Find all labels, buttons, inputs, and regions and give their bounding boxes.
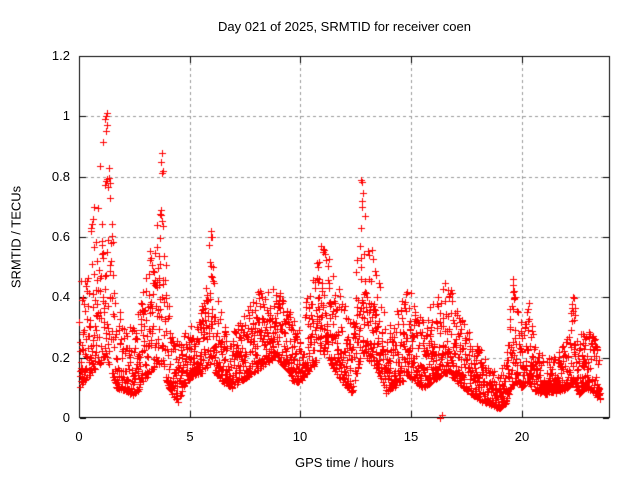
y-tick-label: 0.6 [51, 229, 70, 244]
x-tick-label: 10 [292, 429, 308, 444]
y-tick-label: 0.2 [51, 350, 70, 365]
y-tick-label: 0.8 [51, 169, 70, 184]
y-tick-label: 0 [62, 410, 70, 425]
x-tick-label: 5 [186, 429, 194, 444]
x-tick-label: 15 [403, 429, 419, 444]
y-tick-label: 0.4 [51, 289, 70, 304]
x-tick-label: 0 [75, 429, 83, 444]
y-tick-label: 1.2 [51, 48, 70, 63]
chart-title: Day 021 of 2025, SRMTID for receiver coe… [218, 19, 471, 34]
x-tick-label: 20 [514, 429, 530, 444]
y-tick-label: 1 [62, 108, 70, 123]
x-axis-title: GPS time / hours [295, 455, 394, 470]
